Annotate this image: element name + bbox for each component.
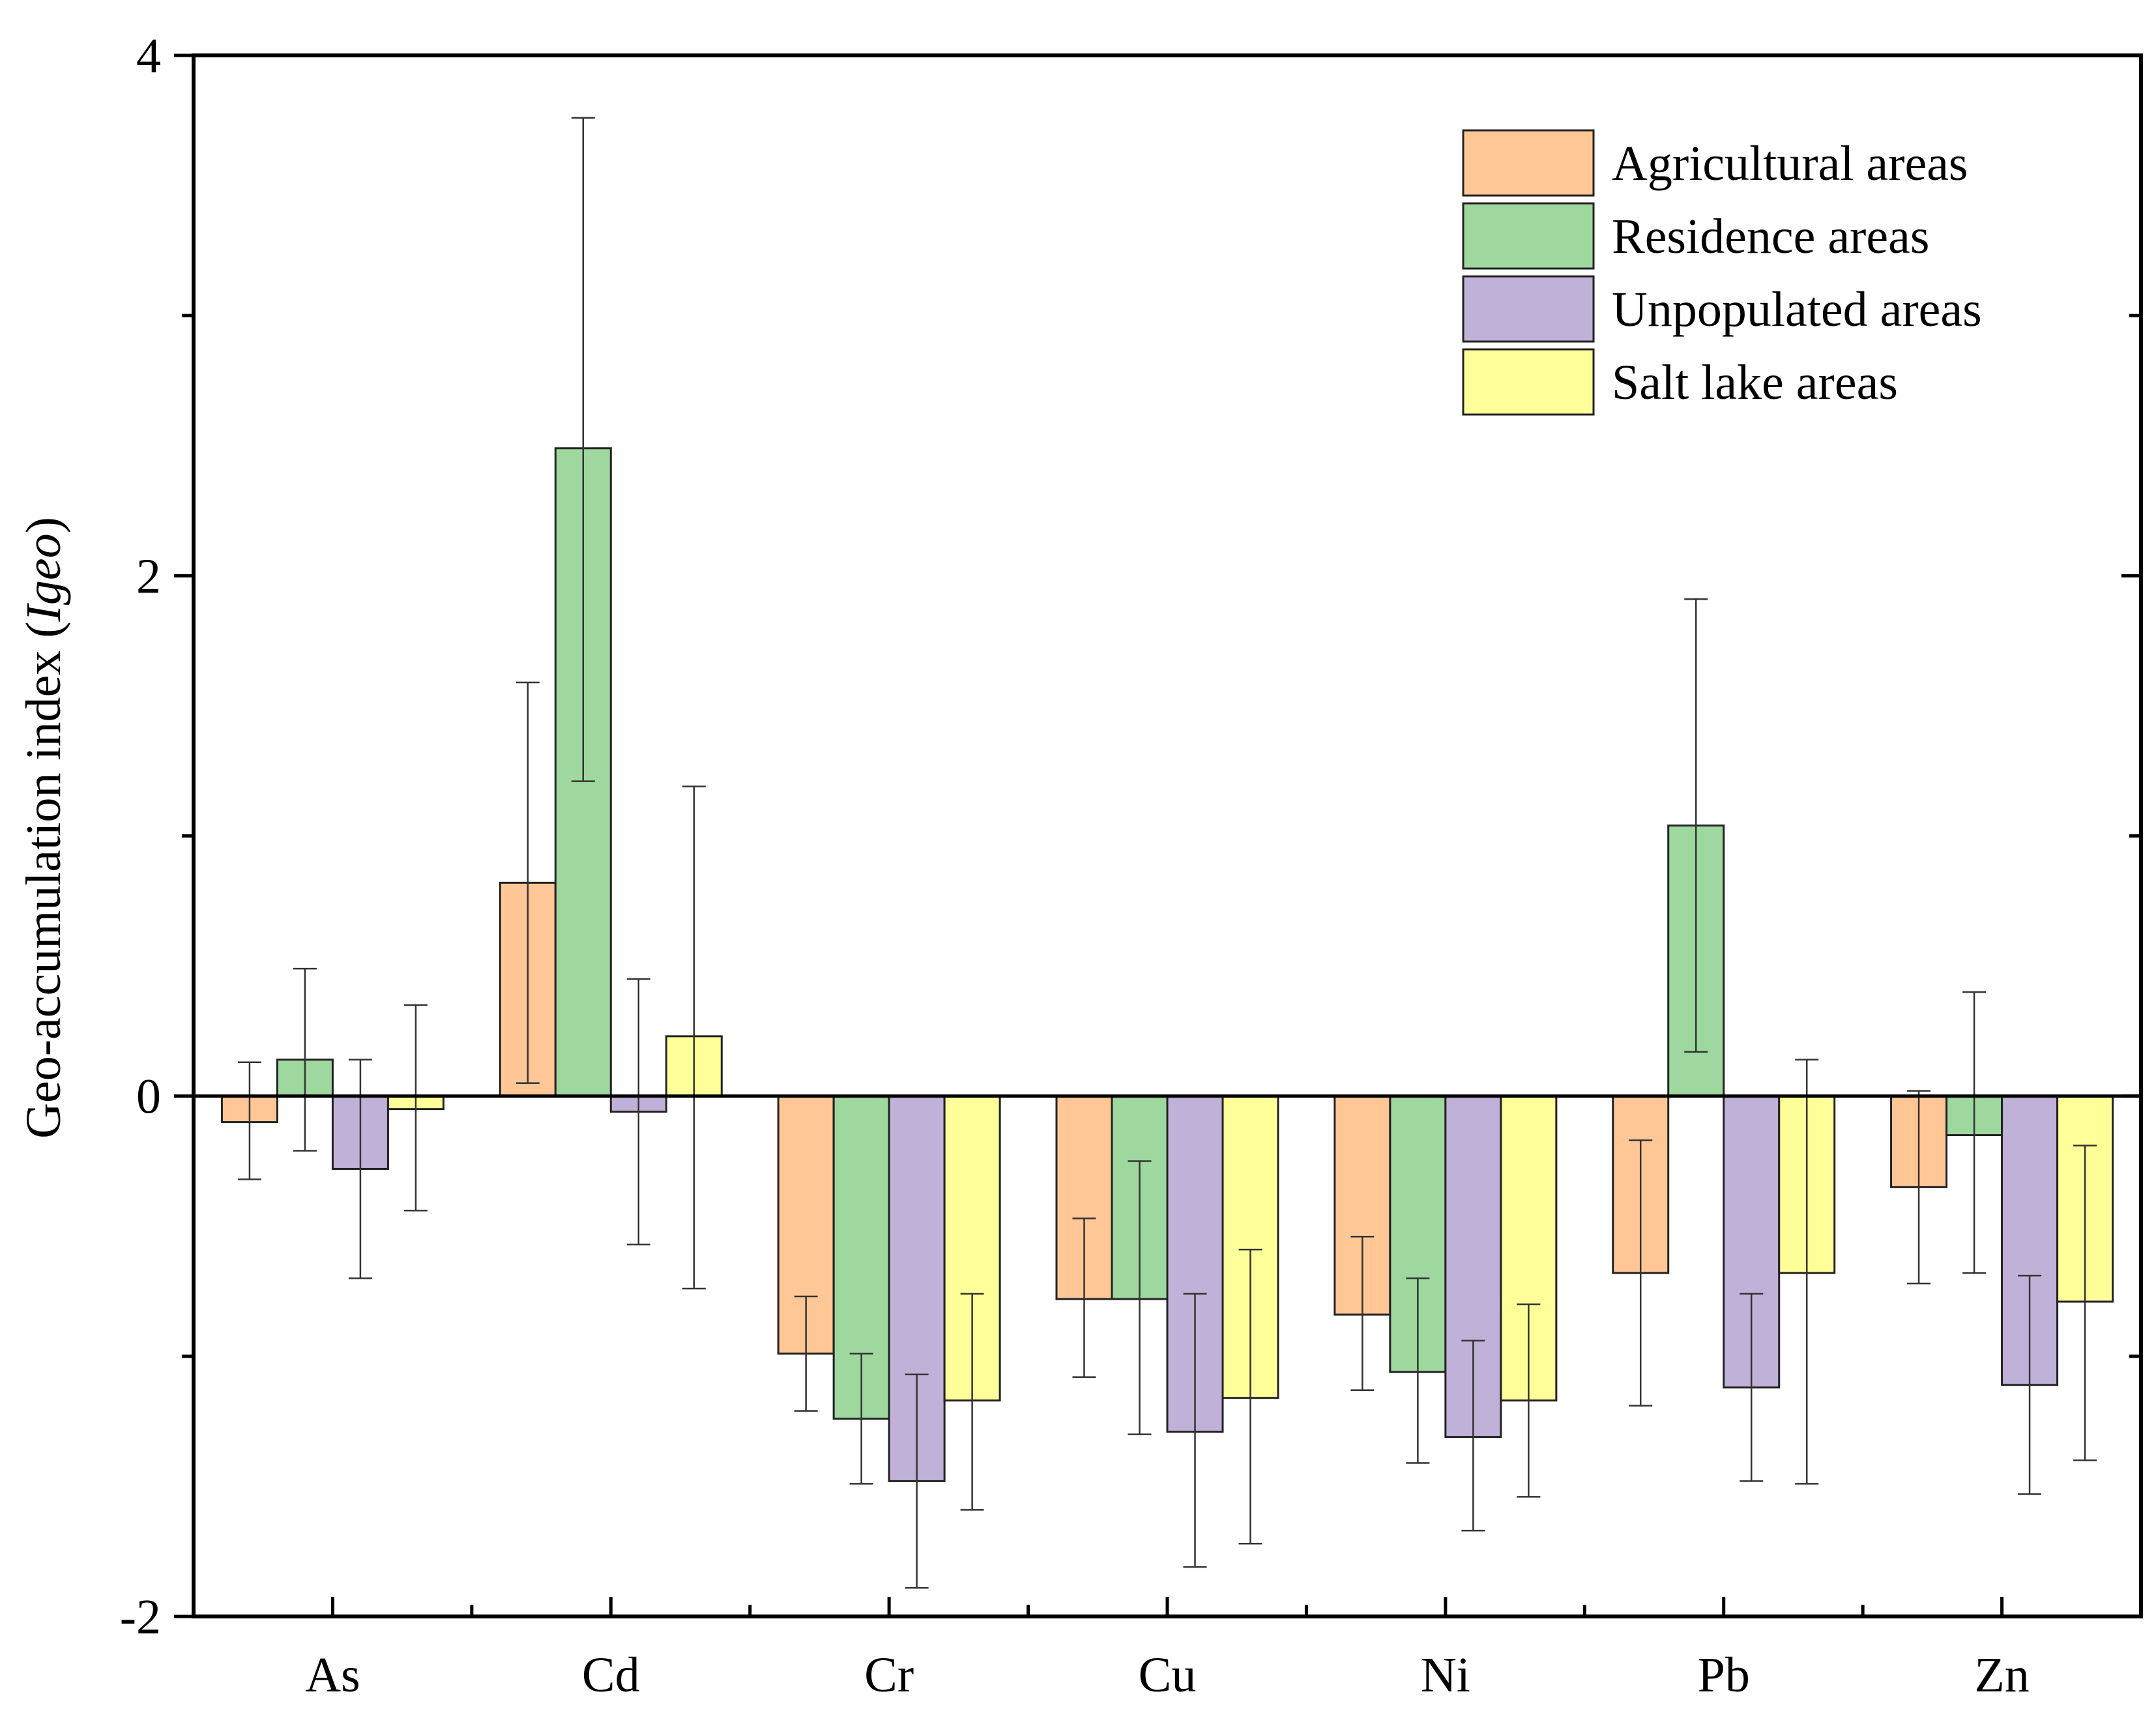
x-tick-label-ni: Ni [1421,1648,1470,1702]
y-tick-label-2: 2 [136,549,161,604]
y-tick-label-1: 0 [136,1070,161,1124]
legend-swatch-1 [1462,202,1595,270]
x-tick-label-cu: Cu [1139,1648,1197,1702]
y-tick-label-3: 4 [136,29,161,83]
legend-swatch-0 [1462,129,1595,197]
x-tick-label-pb: Pb [1698,1648,1750,1702]
y-axis-title-prefix: Geo-accumulation index ( [16,621,71,1138]
legend-label-2: Unpopulated areas [1612,282,1982,337]
y-tick-label-0: -2 [120,1590,161,1644]
x-tick-label-cd: Cd [582,1648,640,1702]
legend-label-3: Salt lake areas [1612,355,1898,410]
x-tick-label-as: As [305,1648,360,1702]
legend-swatch-3 [1462,348,1595,416]
y-axis-title: Geo-accumulation index (Igeo) [16,517,71,1139]
bars-layer [220,447,2114,1482]
legend-swatch-2 [1462,275,1595,343]
y-axis-title-italic: Igeo [16,533,71,622]
x-tick-label-zn: Zn [1974,1648,2029,1702]
legend: Agricultural areas Residence areas Unpopul… [1462,129,1982,416]
y-axis-title-suffix: ) [16,517,71,533]
legend-label-1: Residence areas [1612,209,1929,264]
error-bars-layer [237,117,2097,1589]
ticks-layer: -2 0 2 4 As Cd Cr Cu Ni Pb Zn [120,29,2141,1702]
x-tick-label-cr: Cr [864,1648,914,1702]
legend-label-0: Agricultural areas [1612,136,1968,191]
